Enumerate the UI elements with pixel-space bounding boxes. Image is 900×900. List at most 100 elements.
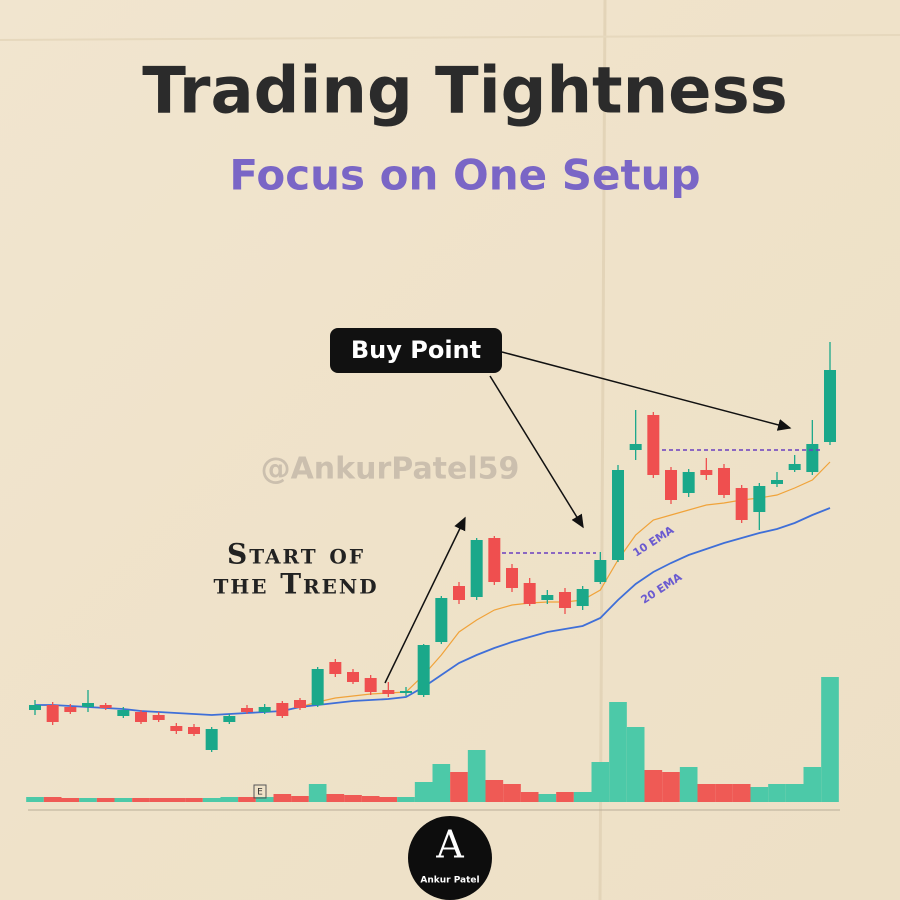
trend-label: the Trend <box>213 568 378 601</box>
arrow <box>384 516 466 684</box>
volume-bar <box>361 796 380 802</box>
volume-bar <box>450 772 468 802</box>
logo-circle <box>408 816 492 900</box>
candle-body <box>753 486 766 512</box>
candle-body <box>117 710 130 716</box>
candle-body <box>541 595 554 600</box>
candle-body <box>64 707 77 712</box>
volume-bar <box>768 784 786 802</box>
candle-body <box>594 560 607 582</box>
candle-body <box>311 669 324 705</box>
volume-bar <box>291 796 309 802</box>
volume-bar <box>732 784 751 802</box>
candle-body <box>152 715 165 720</box>
volume-bar <box>26 797 44 802</box>
volume-bar <box>308 784 327 802</box>
candle-body <box>241 708 253 712</box>
candle-body <box>294 700 306 708</box>
volume-bar <box>679 767 698 802</box>
volume-bar <box>821 677 839 802</box>
title: Trading Tightness <box>142 55 788 129</box>
volume-bar <box>715 784 733 802</box>
candle-body <box>135 712 147 722</box>
volume-bar <box>609 702 627 802</box>
volume-bar <box>185 798 203 802</box>
volume-bar <box>556 792 574 802</box>
volume-bar <box>626 727 645 802</box>
volume-bar <box>467 750 486 802</box>
candle-body <box>99 705 112 708</box>
candle-body <box>170 726 183 731</box>
paper-fold <box>598 0 607 900</box>
candle-body <box>824 370 836 442</box>
candle-body <box>188 727 200 734</box>
event-marker: E <box>257 788 263 798</box>
volume-bar <box>414 782 433 802</box>
volume-bar <box>220 797 239 802</box>
candle-body <box>700 470 713 475</box>
candle-body <box>276 703 289 716</box>
volume-bar <box>503 784 521 802</box>
logo-letter: A <box>435 823 464 867</box>
candle-body <box>647 415 660 475</box>
volume-bar <box>591 762 610 802</box>
candle-body <box>205 729 218 750</box>
candle-body <box>612 470 624 560</box>
volume-bar <box>397 797 415 802</box>
volume-bar <box>79 798 97 802</box>
volume-bar <box>238 797 256 802</box>
volume-bar <box>255 797 274 802</box>
candle-body <box>223 716 236 722</box>
candle-body <box>523 583 536 604</box>
volume-bar <box>573 792 592 802</box>
volume-bar <box>644 770 663 802</box>
candle-body <box>400 691 412 693</box>
candle-body <box>29 705 41 710</box>
candle-body <box>771 480 783 484</box>
arrow <box>501 351 792 431</box>
candle-body <box>82 703 94 707</box>
candle-body <box>258 707 271 712</box>
candle-body <box>629 444 642 450</box>
volume-bar <box>149 798 168 802</box>
trend-label: Start of <box>227 538 365 571</box>
candle-body <box>364 678 377 692</box>
arrow <box>489 375 584 529</box>
candle-body <box>329 662 342 674</box>
candle-body <box>435 598 448 642</box>
candle-body <box>718 468 730 495</box>
volume-bar <box>697 784 716 802</box>
candle-body <box>665 470 677 500</box>
candle-body <box>488 538 501 582</box>
volume-bar <box>485 780 504 802</box>
candle-body <box>417 645 430 695</box>
volume-bar <box>273 794 292 802</box>
ema-line <box>35 507 831 716</box>
candle-body <box>506 568 518 588</box>
candle-body <box>46 705 59 722</box>
event-box <box>253 784 267 799</box>
volume-bar <box>344 795 362 802</box>
volume-bar <box>167 798 186 802</box>
candle-body <box>382 690 395 694</box>
buy-point-box <box>330 328 502 373</box>
candle-body <box>682 472 695 493</box>
volume-bar <box>61 798 80 802</box>
volume-bar <box>750 787 769 802</box>
volume-bar <box>202 798 221 802</box>
paper-fold <box>0 34 900 41</box>
candle-body <box>735 488 748 520</box>
candle-body <box>470 540 483 597</box>
volume-bar <box>520 792 539 802</box>
volume-bar <box>785 784 804 802</box>
candle-body <box>347 672 359 682</box>
watermark: @AnkurPatel59 <box>261 452 520 487</box>
volume-bar <box>114 798 133 802</box>
volume-bar <box>326 794 345 802</box>
volume-bar <box>662 772 680 802</box>
volume-bar <box>538 794 557 802</box>
subtitle: Focus on One Setup <box>229 151 700 200</box>
candle-body <box>788 464 801 470</box>
